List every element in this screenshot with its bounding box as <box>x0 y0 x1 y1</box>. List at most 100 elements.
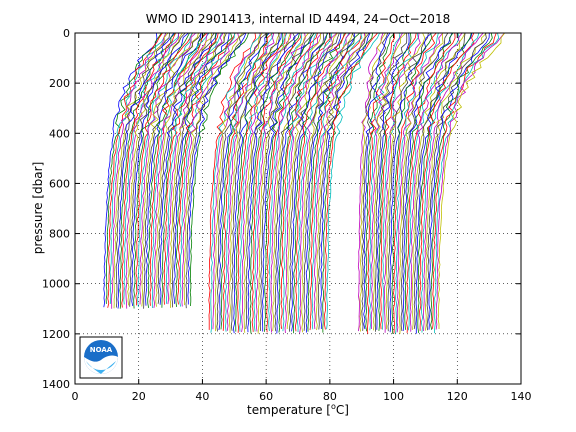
temperature-profile-line <box>243 32 291 333</box>
temperature-profile-line <box>282 32 333 332</box>
x-tick-label: 140 <box>511 390 532 403</box>
temperature-profile-line <box>407 32 460 331</box>
temperature-profile-line <box>230 32 280 331</box>
temperature-profile-line <box>378 32 412 331</box>
grid-lines <box>75 33 521 384</box>
x-tick-label: 120 <box>447 390 468 403</box>
temperature-profile-line <box>309 32 362 331</box>
temperature-profile-line <box>262 32 315 332</box>
temperature-profile-line <box>251 32 302 332</box>
temperature-profile-line <box>171 32 227 308</box>
temperature-profile-line <box>435 32 505 330</box>
temperature-profile-line <box>163 32 219 305</box>
temperature-profile-line <box>179 32 235 307</box>
y-tick-label: 1400 <box>42 378 70 391</box>
logo-text: NOAA <box>90 346 113 354</box>
temperature-profile-line <box>245 32 296 330</box>
temperature-profile-line <box>383 32 421 333</box>
temperature-profile-line <box>324 32 378 330</box>
temperature-profile-line <box>145 32 202 306</box>
logo-wave-icon <box>84 355 118 374</box>
temperature-profile-line <box>274 32 325 332</box>
temperature-profile-line <box>143 32 202 309</box>
temperature-profile-line <box>326 32 380 330</box>
temperature-profile-line <box>125 32 180 309</box>
temperature-profile-line <box>119 32 176 309</box>
temperature-profile-line <box>208 32 257 330</box>
temperature-profile-line <box>131 32 189 306</box>
y-axis-label: pressure [dbar] <box>31 162 45 255</box>
temperature-profile-line <box>320 32 371 330</box>
temperature-profile-line <box>123 32 180 305</box>
temperature-profile-line <box>151 32 210 309</box>
temperature-profile-line <box>121 32 177 308</box>
temperature-profile-line <box>109 32 167 304</box>
temperature-profile-line <box>249 32 300 334</box>
temperature-profile-line <box>135 32 193 306</box>
x-tick-label: 60 <box>259 390 273 403</box>
temperature-profile-line <box>391 32 433 334</box>
y-tick-label: 0 <box>63 27 70 40</box>
temperature-profile-line <box>376 32 410 330</box>
temperature-profile-line <box>272 32 321 332</box>
temperature-profile-line <box>159 32 217 305</box>
temperature-profile-line <box>398 33 444 334</box>
temperature-profile-line <box>430 32 493 330</box>
temperature-profile-line <box>317 32 370 330</box>
temperature-profile-line <box>380 32 417 330</box>
temperature-profile-line <box>137 32 193 307</box>
noaa-logo: NOAA <box>79 336 123 379</box>
temperature-profile-line <box>419 32 475 331</box>
temperature-profile-line <box>299 32 351 334</box>
temperature-profile-line <box>259 32 313 332</box>
temperature-profile-line <box>422 32 484 332</box>
temperature-profile-line <box>103 32 158 308</box>
temperature-profile-line <box>235 32 284 332</box>
temperature-profile-line <box>313 32 366 329</box>
temperature-profile-line <box>232 32 282 334</box>
temperature-profile-line <box>417 32 472 333</box>
x-axis-label: temperature [oC] <box>247 402 349 417</box>
temperature-profile-line <box>424 32 487 331</box>
temperature-profile-line <box>396 32 444 333</box>
temperature-profile-line <box>157 32 215 304</box>
logo-water-icon <box>86 361 116 374</box>
temperature-profile-line <box>409 32 463 332</box>
temperature-profile-line <box>404 32 454 330</box>
temperature-profile-line <box>437 32 506 329</box>
temperature-profile-line <box>255 32 306 332</box>
temperature-profile-line <box>372 32 407 331</box>
temperature-profile-line <box>167 32 224 305</box>
temperature-profile-line <box>224 32 273 332</box>
temperature-profile-line <box>264 32 315 332</box>
temperature-profile-line <box>115 32 170 308</box>
temperature-profile-line <box>385 32 426 330</box>
temperature-profile-line <box>247 32 300 333</box>
temperature-profile-line <box>229 32 281 334</box>
temperature-profile-line <box>428 32 490 330</box>
temperature-profile-line <box>370 32 403 330</box>
temperature-profile-line <box>374 32 408 332</box>
temperature-profile-line <box>153 32 208 308</box>
x-tick-label: 0 <box>72 390 79 403</box>
temperature-profile-line <box>305 32 355 333</box>
temperature-profile-line <box>189 32 249 307</box>
temperature-profile-line <box>133 32 190 309</box>
temperature-profile-line <box>175 32 233 307</box>
temperature-profile-line <box>214 32 263 332</box>
profile-lines <box>103 32 506 334</box>
temperature-profile-line <box>155 32 213 307</box>
x-tick-label: 100 <box>383 390 404 403</box>
temperature-profile-line <box>181 32 240 307</box>
temperature-profile-line <box>361 32 389 331</box>
y-tick-label: 600 <box>49 177 70 190</box>
temperature-profile-line <box>220 32 268 330</box>
temperature-profile-line <box>402 32 453 332</box>
x-tick-label: 40 <box>195 390 209 403</box>
temperature-profile-line <box>210 32 261 333</box>
temperature-profile-line <box>303 32 356 331</box>
temperature-profile-line <box>141 32 199 307</box>
temperature-profile-line <box>393 32 437 334</box>
temperature-profile-line <box>365 32 395 332</box>
